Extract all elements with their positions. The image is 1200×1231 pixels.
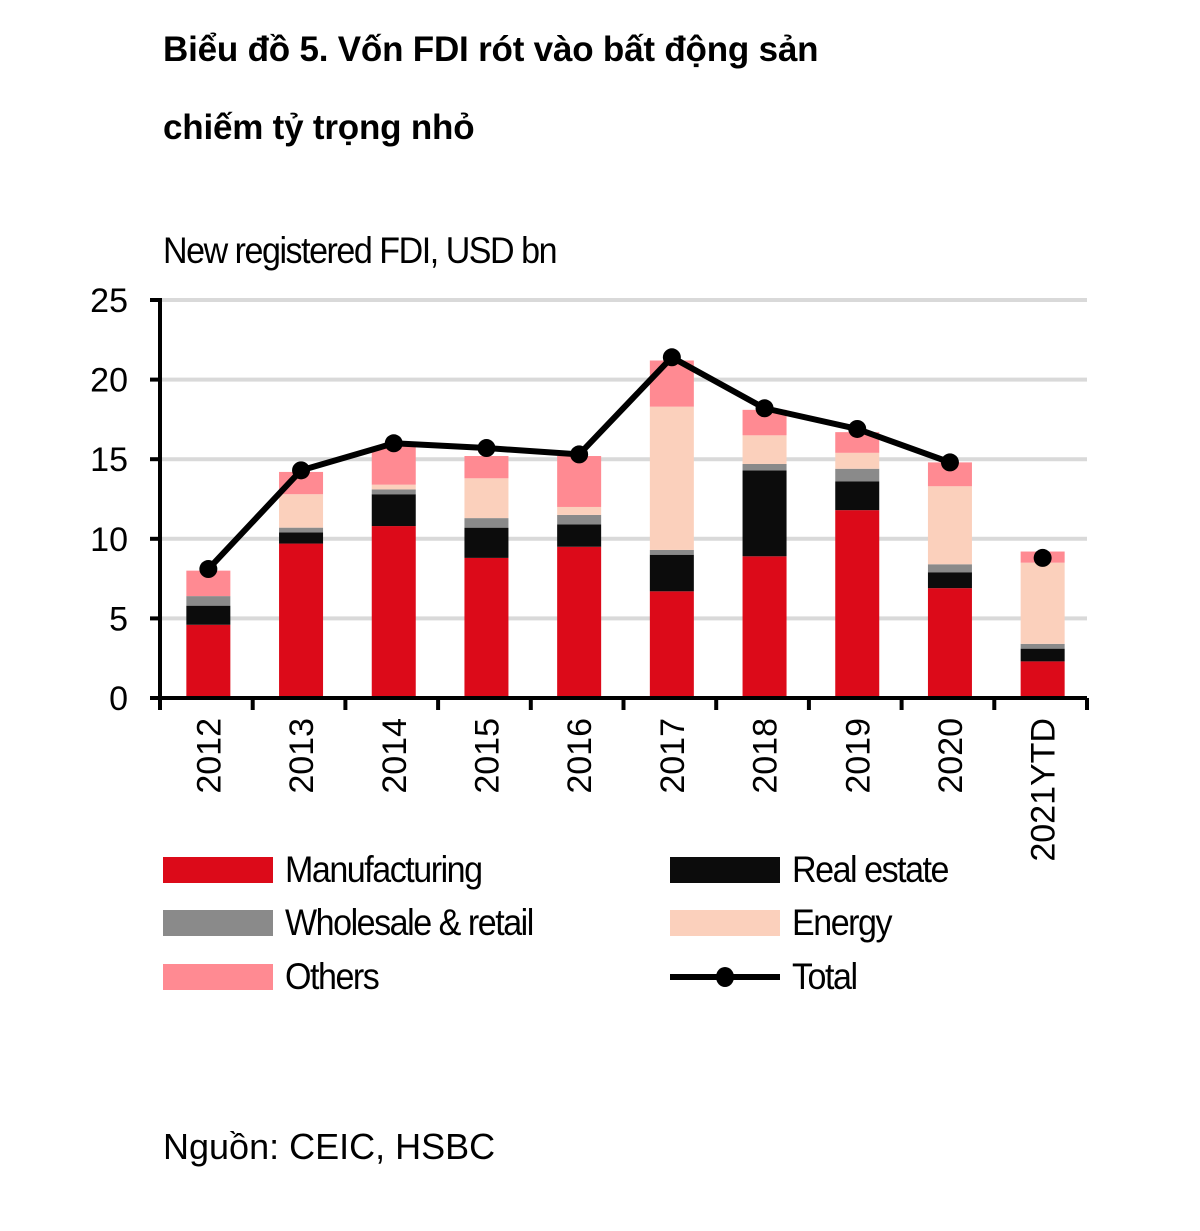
legend-label: Real estate xyxy=(792,849,949,890)
x-tick-label: 2013 xyxy=(283,718,321,794)
legend-item-others: Others xyxy=(163,952,386,1002)
bar-wholesale-retail-2020 xyxy=(927,564,972,573)
bar-energy-2014 xyxy=(371,484,416,490)
bar-manufacturing-2018 xyxy=(742,556,787,698)
legend-label: Wholesale & retail xyxy=(285,902,534,943)
total-point-2017 xyxy=(662,348,681,367)
bar-others-2013 xyxy=(279,471,324,495)
total-point-2016 xyxy=(570,445,589,464)
bar-manufacturing-2014 xyxy=(371,526,416,698)
bar-wholesale-retail-2021ytd xyxy=(1020,643,1065,649)
bar-manufacturing-2013 xyxy=(279,543,324,698)
bar-real-estate-2012 xyxy=(186,605,231,625)
bar-real-estate-2017 xyxy=(649,554,694,592)
legend-item-total: Total xyxy=(670,952,862,1002)
bar-manufacturing-2019 xyxy=(835,510,880,698)
bar-wholesale-retail-2016 xyxy=(557,514,602,525)
bar-wholesale-retail-2019 xyxy=(835,468,880,482)
bar-real-estate-2019 xyxy=(835,481,880,511)
legend-label: Others xyxy=(285,956,380,997)
x-tick-label: 2020 xyxy=(932,718,970,794)
y-tick-label: 10 xyxy=(90,521,128,559)
total-line xyxy=(199,348,1052,579)
bar-manufacturing-2017 xyxy=(649,591,694,698)
legend-item-wholesale-retail: Wholesale & retail xyxy=(163,898,554,948)
x-tick-label: 2012 xyxy=(190,718,228,794)
bar-manufacturing-2016 xyxy=(557,546,602,698)
x-tick-label: 2018 xyxy=(747,718,785,794)
bar-energy-2015 xyxy=(464,478,509,519)
bar-manufacturing-2020 xyxy=(927,588,972,698)
legend-swatch-others xyxy=(163,964,273,990)
total-point-2021ytd xyxy=(1033,548,1052,567)
total-point-2020 xyxy=(940,453,959,472)
chart-title-line-1: Biểu đồ 5. Vốn FDI rót vào bất động sản xyxy=(163,30,819,69)
bar-wholesale-retail-2012 xyxy=(186,596,231,606)
bar-others-2015 xyxy=(464,456,509,479)
bar-real-estate-2015 xyxy=(464,527,509,558)
bar-wholesale-retail-2013 xyxy=(279,527,324,533)
legend-label: Energy xyxy=(792,902,892,943)
x-tick-label: 2016 xyxy=(561,718,599,794)
legend-swatch-wholesale-retail xyxy=(163,910,273,936)
bar-others-2019 xyxy=(835,432,880,453)
legend-swatch-energy xyxy=(670,910,780,936)
source-note: Nguồn: CEIC, HSBC xyxy=(163,1126,496,1167)
total-point-2012 xyxy=(199,560,218,579)
legend-line-marker-icon xyxy=(670,964,780,990)
bar-real-estate-2014 xyxy=(371,494,416,527)
total-point-2019 xyxy=(848,419,867,438)
y-tick-label: 20 xyxy=(90,362,128,400)
bar-energy-2020 xyxy=(927,486,972,565)
legend-item-real-estate: Real estate xyxy=(670,845,962,895)
total-point-2018 xyxy=(755,399,774,418)
y-tick-label: 15 xyxy=(90,441,128,479)
tick-labels: 0 5 10 15 20 25 2012 2013 2014 2015 2016 2017 2018 20… xyxy=(90,282,1062,862)
legend-swatch-manufacturing xyxy=(163,857,273,883)
bar-others-2016 xyxy=(557,456,602,507)
bars xyxy=(186,360,1065,698)
bar-energy-2018 xyxy=(742,435,787,464)
x-tick-label: 2015 xyxy=(468,718,506,794)
legend-label: Total xyxy=(792,956,858,997)
bar-energy-2021ytd xyxy=(1020,562,1065,644)
x-tick-label: 2019 xyxy=(839,718,877,794)
bar-others-2014 xyxy=(371,446,416,485)
bar-real-estate-2018 xyxy=(742,470,787,557)
y-tick-label: 0 xyxy=(109,680,128,718)
chart-canvas: 0 5 10 15 20 25 2012 2013 2014 2015 2016 2017 2018 20… xyxy=(90,282,1089,862)
chart-title-line-2: chiếm tỷ trọng nhỏ xyxy=(163,108,475,147)
x-tick-label: 2021YTD xyxy=(1025,718,1063,862)
chart-subtitle: New registered FDI, USD bn xyxy=(163,230,558,271)
bar-real-estate-2016 xyxy=(557,524,602,547)
bar-real-estate-2021ytd xyxy=(1020,648,1065,662)
bar-energy-2013 xyxy=(279,494,324,528)
legend-swatch-real-estate xyxy=(670,857,780,883)
bar-wholesale-retail-2017 xyxy=(649,549,694,555)
bar-wholesale-retail-2015 xyxy=(464,518,509,528)
y-tick-label: 25 xyxy=(90,282,128,320)
bar-wholesale-retail-2018 xyxy=(742,463,787,471)
bar-real-estate-2013 xyxy=(279,532,324,544)
total-point-2013 xyxy=(292,461,311,480)
bar-wholesale-retail-2014 xyxy=(371,489,416,495)
bar-energy-2017 xyxy=(649,406,694,550)
bar-real-estate-2020 xyxy=(927,572,972,589)
legend-label: Manufacturing xyxy=(285,849,483,890)
x-tick-label: 2014 xyxy=(376,718,414,794)
total-point-2015 xyxy=(477,439,496,458)
bar-others-2020 xyxy=(927,462,972,487)
axes xyxy=(150,298,1089,710)
legend-item-energy: Energy xyxy=(670,898,900,948)
total-point-2014 xyxy=(384,434,403,453)
bar-manufacturing-2015 xyxy=(464,557,509,698)
bar-energy-2016 xyxy=(557,506,602,515)
legend-item-manufacturing: Manufacturing xyxy=(163,845,499,895)
x-tick-label: 2017 xyxy=(654,718,692,794)
bar-manufacturing-2012 xyxy=(186,624,231,698)
bar-manufacturing-2021ytd xyxy=(1020,661,1065,698)
bar-energy-2019 xyxy=(835,452,880,469)
y-tick-label: 5 xyxy=(109,600,128,638)
